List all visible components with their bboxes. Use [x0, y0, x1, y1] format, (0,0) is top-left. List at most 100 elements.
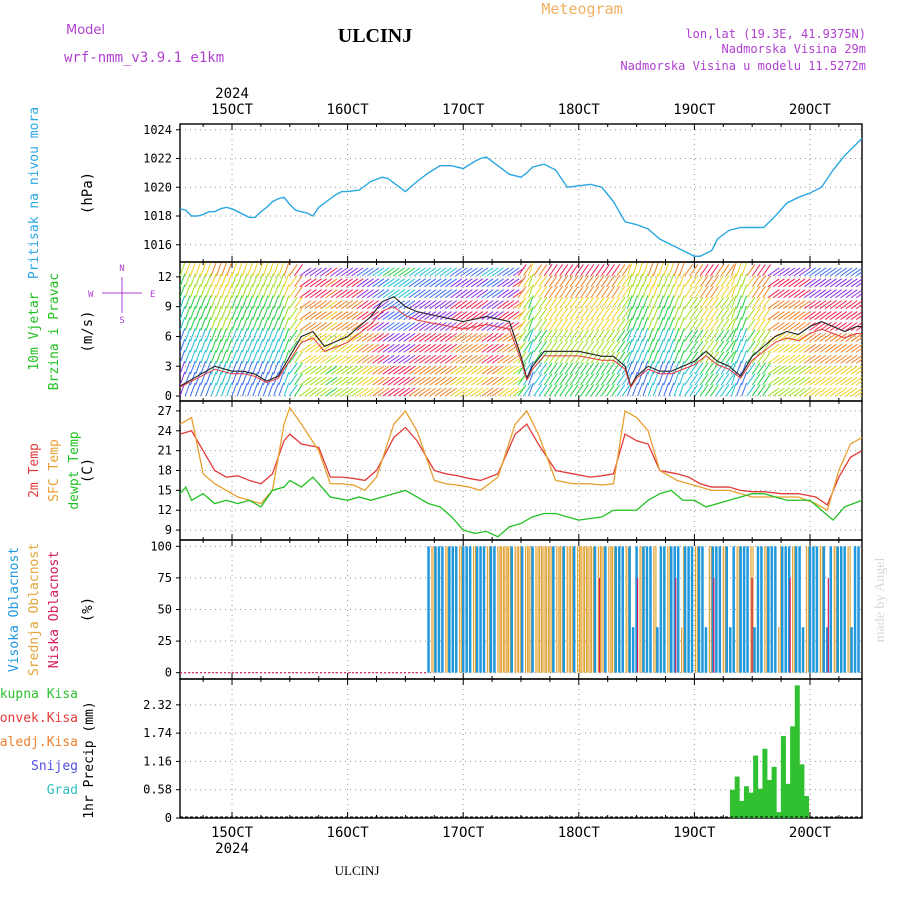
wind-arrow — [632, 306, 638, 320]
wind-arrow — [710, 340, 720, 353]
wind-arrow — [783, 322, 796, 331]
wind-arrow — [762, 285, 772, 299]
wind-arrow — [642, 273, 649, 287]
wind-arrow — [340, 343, 354, 353]
wind-arrow — [497, 387, 510, 397]
wind-arrow — [694, 275, 704, 288]
wind-arrow — [756, 373, 766, 386]
wind-arrow — [387, 311, 400, 320]
wind-arrow — [736, 295, 742, 309]
wind-arrow — [621, 307, 631, 320]
wind-arrow — [824, 322, 837, 331]
wind-arrow — [538, 275, 548, 288]
precip-legend-item: Ukupna Kisa — [0, 687, 78, 702]
wind-arrow — [632, 295, 638, 309]
wind-arrow — [257, 306, 264, 320]
wind-arrow — [408, 332, 421, 342]
wind-arrow — [730, 295, 737, 309]
wind-arrow — [507, 278, 520, 288]
wind-arrow — [304, 376, 317, 386]
wind-arrow — [267, 371, 274, 386]
wind-arrow — [590, 307, 600, 320]
wind-arrow — [694, 373, 704, 386]
wind-arrow — [361, 376, 374, 386]
wind-arrow — [689, 362, 699, 375]
wind-arrow — [673, 339, 680, 353]
wind-arrow — [351, 267, 364, 277]
wind-arrow — [819, 278, 832, 288]
wind-arrow — [335, 387, 348, 397]
wind-arrow — [439, 332, 452, 342]
wind-arrow — [642, 295, 649, 309]
wind-arrow — [382, 343, 395, 353]
wind-arrow — [590, 384, 600, 397]
wind-arrow — [517, 264, 527, 277]
wind-arrow — [699, 373, 709, 386]
wind-arrow — [538, 285, 548, 299]
wind-arrow — [340, 311, 354, 320]
wind-arrow — [314, 300, 327, 310]
wind-arrow — [819, 267, 832, 277]
wind-arrow — [850, 354, 862, 364]
wind-arrow — [325, 387, 338, 397]
wind-arrow — [611, 351, 621, 364]
wind-arrow — [845, 267, 858, 277]
wind-arrow — [283, 328, 290, 342]
wind-arrow — [267, 339, 274, 353]
wind-arrow — [590, 351, 600, 364]
wind-arrow — [481, 289, 494, 299]
wind-arrow — [689, 373, 699, 386]
pressure-series-line — [179, 137, 863, 257]
wind-arrow — [626, 284, 633, 298]
wind-arrow — [429, 300, 442, 310]
wind-arrow — [845, 343, 858, 353]
wind-arrow — [189, 306, 196, 320]
wind-arrow — [533, 329, 543, 342]
wind-arrow — [574, 384, 584, 397]
wind-arrow — [569, 307, 579, 320]
wind-arrow — [455, 311, 468, 320]
wind-arrow — [351, 322, 364, 331]
wind-arrow — [564, 329, 574, 342]
wind-arrow — [684, 351, 694, 364]
wind-arrow — [694, 285, 704, 299]
wind-arrow — [491, 289, 504, 299]
wind-arrow — [538, 264, 548, 277]
wind-arrow — [569, 340, 579, 353]
wind-arrow — [247, 295, 253, 309]
wind-arrow — [756, 307, 766, 320]
wind-arrow — [455, 387, 468, 397]
wind-arrow — [299, 322, 312, 331]
y-tick-label: 27 — [158, 404, 172, 418]
wind-arrow — [413, 343, 426, 353]
y-tick-label: 1022 — [143, 152, 172, 166]
wind-arrow — [460, 354, 473, 364]
wind-arrow — [252, 306, 259, 320]
wind-arrow — [252, 371, 259, 386]
wind-arrow — [387, 300, 400, 310]
wind-arrow — [704, 373, 714, 386]
wind-arrow — [548, 351, 558, 364]
wind-arrow — [574, 351, 584, 364]
wind-arrow — [522, 329, 532, 342]
wind-arrow — [392, 354, 406, 364]
wind-arrow — [502, 387, 515, 397]
wind-arrow — [798, 376, 811, 386]
wind-arrow — [325, 278, 338, 288]
wind-arrow — [247, 349, 253, 364]
wind-arrow — [418, 354, 432, 364]
wind-arrow — [377, 343, 390, 353]
wind-arrow — [554, 362, 563, 375]
wind-arrow — [460, 332, 473, 342]
wind-arrow — [611, 340, 621, 353]
y-tick-label: 9 — [165, 300, 172, 314]
wind-arrow — [522, 384, 532, 397]
wind-arrow — [741, 262, 748, 277]
temp-series-line-0 — [179, 423, 863, 506]
wind-arrow — [637, 328, 644, 342]
wind-arrow — [626, 328, 633, 342]
wind-arrow — [424, 343, 437, 353]
wind-arrow — [788, 387, 801, 397]
wind-arrow — [247, 306, 253, 320]
wind-arrow — [413, 278, 426, 288]
